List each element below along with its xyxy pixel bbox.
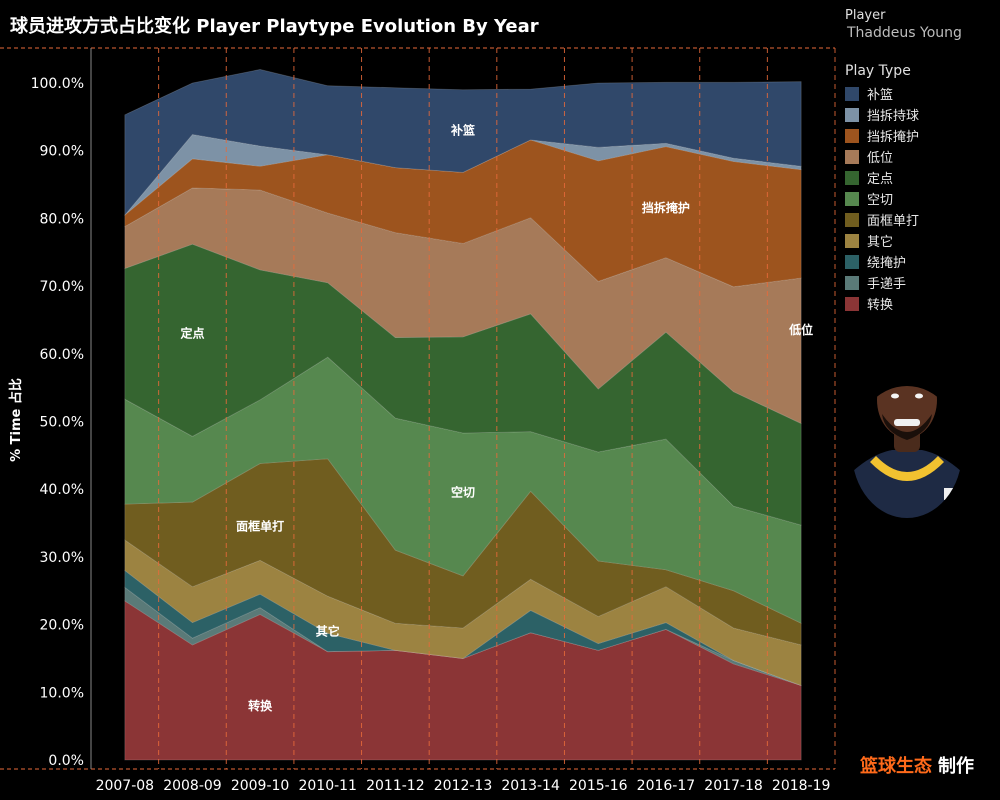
legend-label: 挡拆掩护 [867, 130, 920, 145]
y-tick-label: 30.0% [40, 550, 84, 566]
legend-item[interactable]: 低位 [845, 146, 995, 167]
y-tick-label: 80.0% [40, 211, 84, 227]
y-tick-label: 70.0% [40, 279, 84, 295]
legend-swatch [845, 212, 859, 227]
area-0 [124, 600, 802, 761]
legend-label: 定点 [867, 172, 894, 187]
chart-title: 球员进攻方式占比变化 Player Playtype Evolution By … [10, 16, 539, 37]
legend-label: 绕掩护 [867, 256, 907, 271]
area-label: 空切 [451, 485, 475, 500]
legend-label: 手递手 [867, 277, 907, 292]
x-tick-label: 2015-16 [569, 778, 628, 794]
legend-label: 其它 [867, 235, 894, 250]
legend-item[interactable]: 定点 [845, 167, 995, 188]
player-filter-label: Player [845, 8, 886, 23]
legend-swatch [845, 86, 859, 101]
legend-label: 低位 [867, 151, 894, 166]
legend-swatch [845, 254, 859, 269]
area-label: 定点 [180, 325, 204, 340]
legend-label: 空切 [867, 193, 894, 208]
x-tick-label: 2011-12 [366, 778, 425, 794]
area-label: 补篮 [450, 122, 475, 137]
legend-item[interactable]: 空切 [845, 188, 995, 209]
legend-label: 转换 [867, 298, 894, 313]
legend-item[interactable]: 转换 [845, 293, 995, 314]
player-name[interactable]: Thaddeus Young [847, 25, 962, 41]
y-tick-label: 20.0% [40, 618, 84, 634]
legend-swatch [845, 149, 859, 164]
x-tick-label: 2010-11 [298, 778, 357, 794]
legend-item[interactable]: 挡拆持球 [845, 104, 995, 125]
legend-swatch [845, 170, 859, 185]
x-tick-label: 2017-18 [704, 778, 763, 794]
y-tick-label: 10.0% [40, 685, 84, 701]
legend-label: 挡拆持球 [867, 109, 920, 124]
credit-mark: 篮球生态 制作 [860, 752, 974, 778]
legend-swatch [845, 107, 859, 122]
x-tick-label: 2009-10 [231, 778, 290, 794]
y-tick-label: 50.0% [40, 415, 84, 431]
legend-item[interactable]: 其它 [845, 230, 995, 251]
legend-swatch [845, 275, 859, 290]
legend-panel: Player Thaddeus Young Play Type 补篮挡拆持球挡拆… [845, 8, 995, 314]
playtype-legend-title: Play Type [845, 63, 911, 79]
x-tick-label: 2007-08 [96, 778, 155, 794]
legend-swatch [845, 128, 859, 143]
y-tick-label: 0.0% [48, 753, 84, 769]
legend-item[interactable]: 手递手 [845, 272, 995, 293]
legend-item[interactable]: 补篮 [845, 83, 995, 104]
playtype-legend-list: 补篮挡拆持球挡拆掩护低位定点空切面框单打其它绕掩护手递手转换 [845, 83, 995, 314]
x-tick-label: 2008-09 [163, 778, 222, 794]
credit-suffix: 制作 [938, 756, 974, 777]
credit-brand: 篮球生态 [860, 756, 932, 777]
area-label: 其它 [316, 623, 340, 638]
area-label: 挡拆掩护 [642, 200, 690, 215]
x-tick-label: 2012-13 [434, 778, 493, 794]
y-tick-label: 90.0% [40, 144, 84, 160]
legend-item[interactable]: 挡拆掩护 [845, 125, 995, 146]
legend-label: 补篮 [867, 88, 894, 103]
x-tick-label: 2018-19 [772, 778, 831, 794]
y-tick-label: 100.0% [31, 76, 84, 92]
x-tick-label: 2013-14 [501, 778, 560, 794]
y-tick-label: 60.0% [40, 347, 84, 363]
area-label: 面框单打 [236, 518, 284, 533]
legend-swatch [845, 296, 859, 311]
x-tick-label: 2016-17 [637, 778, 696, 794]
player-portrait [852, 386, 962, 518]
y-tick-label: 40.0% [40, 482, 84, 498]
area-label: 低位 [788, 322, 813, 337]
legend-swatch [845, 191, 859, 206]
y-axis-title: % Time 占比 [8, 378, 24, 462]
legend-item[interactable]: 面框单打 [845, 209, 995, 230]
area-label: 转换 [248, 698, 273, 713]
legend-label: 面框单打 [867, 214, 920, 229]
legend-swatch [845, 233, 859, 248]
legend-item[interactable]: 绕掩护 [845, 251, 995, 272]
